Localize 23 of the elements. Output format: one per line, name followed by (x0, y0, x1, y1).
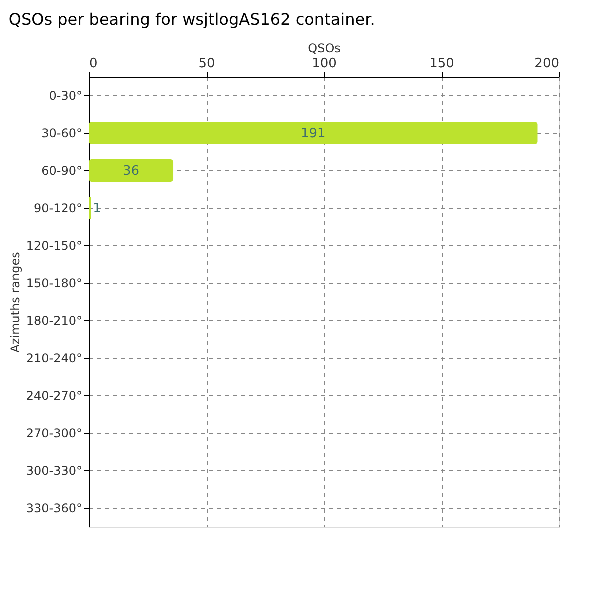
data-label: 1 (93, 201, 102, 216)
y-tick-label: 150-180° (26, 276, 82, 290)
y-tick-label: 210-240° (26, 351, 82, 366)
y-tick-label: 0-30° (49, 88, 82, 103)
y-tick-label: 300-330° (26, 464, 82, 478)
x-tick-label: 50 (198, 56, 216, 72)
y-tick-label: 270-300° (26, 426, 82, 440)
y-tick-label: 180-210° (26, 314, 82, 328)
y-tick-label: 240-270° (26, 388, 82, 403)
y-axis-title: Azimuths ranges (8, 252, 22, 353)
data-label: 191 (301, 126, 326, 142)
x-tick-label: 200 (534, 56, 560, 72)
y-tick-label: 60-90° (42, 164, 82, 178)
chart-title: QSOs per bearing for wsjtlogAS162 container. (8, 10, 376, 29)
x-axis-title: QSOs (308, 42, 341, 56)
x-tick-label: 0 (90, 56, 98, 72)
x-tick-label: 150 (430, 56, 454, 72)
y-tick-label: 120-150° (26, 238, 82, 253)
y-tick-label: 90-120° (34, 201, 82, 216)
y-tick-label: 30-60° (42, 126, 82, 140)
y-tick-label: 330-360° (26, 501, 82, 516)
x-tick-label: 100 (312, 56, 337, 72)
data-label: 36 (123, 164, 140, 179)
